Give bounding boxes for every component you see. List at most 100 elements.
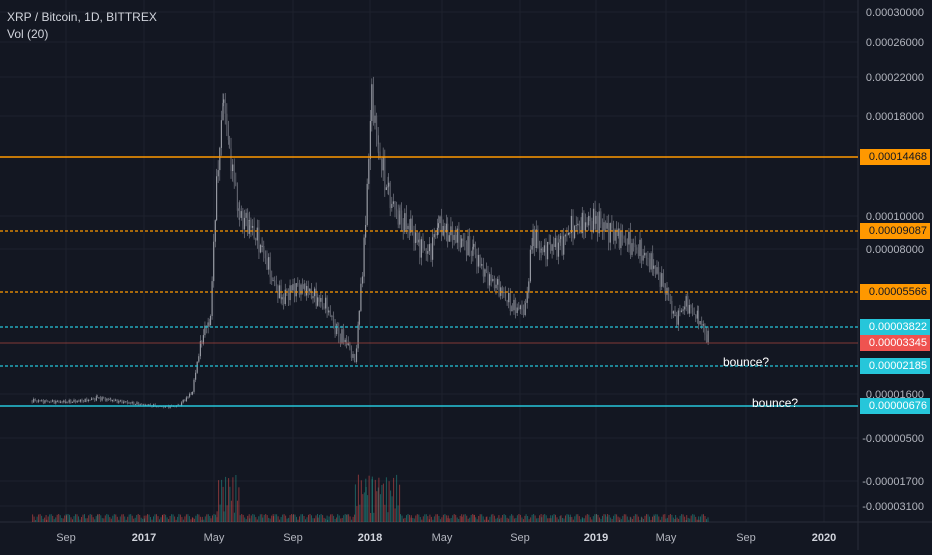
volume-bar [407,514,409,522]
volume-bar [300,514,302,522]
candle-body [458,228,460,243]
candle-body [139,404,141,406]
candle-body [389,182,391,209]
candle-body [79,399,81,402]
candle-body [519,305,521,310]
candle-body [209,316,212,326]
volume-bar [172,514,174,522]
candle-body [248,220,250,234]
volume-bar [351,519,353,522]
candle-body [184,399,186,402]
volume-bar [336,517,338,522]
x-tick-label: Sep [56,532,76,544]
volume-bar [556,517,558,522]
volume-bar [258,516,260,522]
candle-body [626,243,628,245]
candle-body [84,398,86,402]
y-tick-label: 0.00026000 [866,37,924,49]
volume-bar [382,483,384,522]
volume-bar [403,518,404,522]
volume-bar [671,514,673,522]
volume-bar [140,517,142,522]
candle-body [109,399,111,400]
volume-bar [591,519,593,522]
volume-bar [42,518,44,522]
volume-bar [453,514,455,522]
candle-body [65,401,67,404]
candle-body [684,306,686,310]
volume-bar [493,515,495,522]
volume-bar [139,515,141,522]
volume-bar [674,519,676,522]
volume-bar [124,516,126,522]
candle-body [272,280,274,282]
candle-body [284,289,286,305]
volume-bar [616,514,618,522]
candle-body [349,342,351,349]
candle-body [640,239,643,261]
candle-body [456,228,458,243]
candle-body [125,401,127,403]
volume-bar [513,518,515,522]
volume-bar [255,517,257,522]
candle-body [341,329,343,344]
volume-bar [293,514,294,522]
candle-body [399,207,401,211]
x-tick-label: May [656,532,677,544]
volume-bar [104,515,106,522]
volume-bar [365,487,367,522]
candle-body [652,253,654,269]
volume-bar [424,514,426,522]
volume-bar [230,500,232,522]
candle-body [469,236,471,251]
candle-body [163,406,165,408]
volume-bar [153,516,154,522]
candle-body [55,401,57,404]
volume-bar [174,516,176,522]
candle-body [295,283,297,297]
volume-bar [61,518,63,522]
volume-bar [32,514,34,522]
candle-body [70,400,72,403]
volume-bar [676,517,678,522]
y-tick-label: -0.00001700 [862,476,924,488]
x-tick-label: Sep [283,532,303,544]
candle-body [572,215,574,239]
candle-body [545,245,547,260]
volume-bar [418,514,420,522]
volume-bar [70,517,72,522]
candle-body [86,398,88,401]
candle-body [242,211,244,230]
candle-body [616,229,618,236]
candle-body [699,321,701,325]
volume-bar [452,515,454,522]
candle-body [658,267,660,275]
volume-bar [476,519,478,522]
volume-bar [607,514,609,522]
volume-bar [112,515,114,522]
volume-bar [496,517,498,522]
volume-bar [547,518,549,522]
candle-body [577,223,579,226]
volume-bar [490,514,492,522]
volume-bar [64,515,66,522]
candle-body [81,399,83,402]
volume-bar [682,514,684,522]
volume-bar [381,485,383,522]
symbol-label: XRP / Bitcoin, 1D, BITTREX [7,10,157,24]
candle-body [331,315,333,317]
candle-body [94,398,96,401]
volume-bar [589,517,591,522]
candle-body [106,398,108,401]
volume-bar [269,518,271,522]
candle-body [503,291,505,293]
candle-body [83,401,85,403]
volume-bar [572,519,574,522]
candle-body [529,249,531,282]
volume-bar [519,514,521,522]
candle-body [201,341,203,344]
volume-bar [250,515,252,522]
volume-bar [291,514,293,522]
